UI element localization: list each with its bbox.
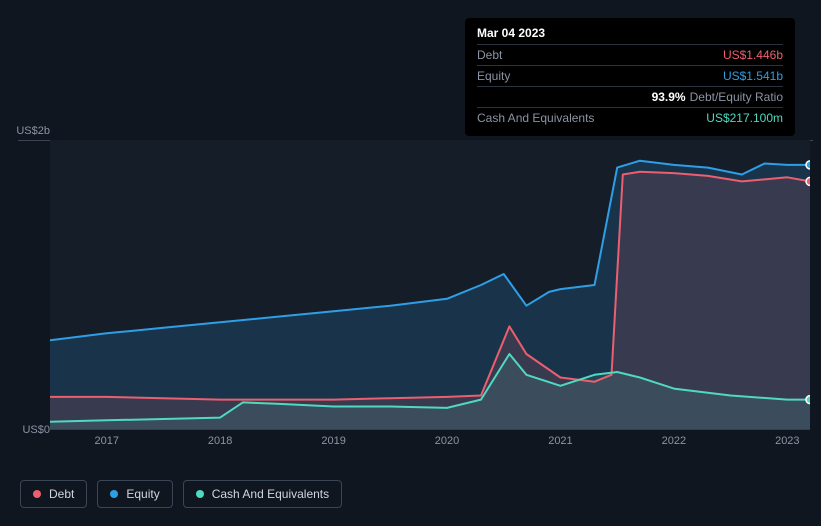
legend-dot-icon: [110, 490, 118, 498]
legend-label: Debt: [49, 487, 74, 501]
tooltip-ratio-pct: 93.9%: [652, 90, 686, 104]
legend-label: Cash And Equivalents: [212, 487, 329, 501]
tooltip-label-equity: Equity: [477, 69, 510, 83]
chart-plot-area[interactable]: [50, 140, 810, 430]
tooltip-ratio-label: Debt/Equity Ratio: [690, 90, 783, 104]
tooltip-row-cash: Cash And Equivalents US$217.100m: [477, 107, 783, 128]
end-marker-debt: [806, 177, 810, 185]
chart-svg: [50, 140, 810, 430]
tooltip-label-debt: Debt: [477, 48, 502, 62]
legend-item-cash[interactable]: Cash And Equivalents: [183, 480, 342, 508]
tooltip-date: Mar 04 2023: [477, 26, 783, 44]
y-tick-bottom: US$0: [10, 424, 50, 436]
x-axis: 2017 2018 2019 2020 2021 2022 2023: [50, 435, 810, 455]
end-marker-equity: [806, 161, 810, 169]
legend-item-equity[interactable]: Equity: [97, 480, 172, 508]
x-tick: 2021: [548, 435, 572, 447]
x-tick: 2020: [435, 435, 459, 447]
x-tick: 2019: [321, 435, 345, 447]
legend: Debt Equity Cash And Equivalents: [20, 480, 342, 508]
end-marker-cash: [806, 396, 810, 404]
tooltip-value-debt: US$1.446b: [723, 48, 783, 62]
x-tick: 2018: [208, 435, 232, 447]
x-tick: 2023: [775, 435, 799, 447]
tooltip-label-cash: Cash And Equivalents: [477, 111, 594, 125]
tooltip-row-ratio: 93.9% Debt/Equity Ratio: [477, 86, 783, 107]
x-tick: 2017: [94, 435, 118, 447]
legend-dot-icon: [33, 490, 41, 498]
tooltip-row-equity: Equity US$1.541b: [477, 65, 783, 86]
legend-dot-icon: [196, 490, 204, 498]
tooltip-value-cash: US$217.100m: [706, 111, 783, 125]
legend-label: Equity: [126, 487, 159, 501]
hover-tooltip: Mar 04 2023 Debt US$1.446b Equity US$1.5…: [465, 18, 795, 136]
y-tick-top: US$2b: [10, 125, 50, 137]
tooltip-value-equity: US$1.541b: [723, 69, 783, 83]
legend-item-debt[interactable]: Debt: [20, 480, 87, 508]
tooltip-row-debt: Debt US$1.446b: [477, 44, 783, 65]
x-tick: 2022: [662, 435, 686, 447]
